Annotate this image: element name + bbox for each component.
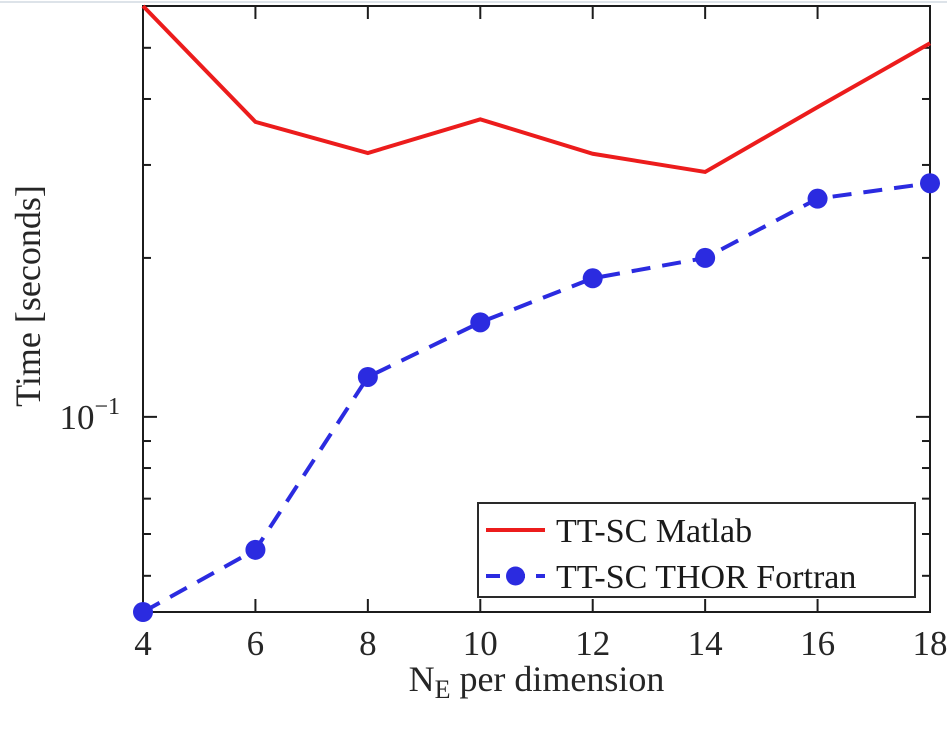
x-axis-tick-label: 12 — [575, 624, 610, 663]
plot-frame — [142, 5, 931, 613]
x-axis-tick-label: 6 — [247, 624, 265, 663]
data-point-marker — [133, 602, 153, 622]
window-top-edge — [0, 1, 947, 3]
x-axis-tick-label: 4 — [134, 624, 152, 663]
data-point-marker — [582, 268, 603, 289]
data-point-marker — [245, 539, 266, 560]
x-axis-label: NE per dimension — [409, 659, 665, 704]
x-axis-tick-label: 16 — [800, 624, 835, 663]
y-axis-tick-label: 10−1 — [59, 394, 120, 437]
series-line-tt-sc-thor-fortran — [142, 181, 931, 614]
legend-label-tt-sc-matlab: TT-SC Matlab — [556, 513, 752, 550]
data-point-marker — [807, 188, 828, 209]
y-axis-label: Time [seconds] — [8, 185, 48, 407]
x-axis-tick-label: 8 — [359, 624, 377, 663]
data-point-marker — [357, 366, 378, 387]
data-point-marker — [470, 312, 491, 333]
legend-box — [477, 502, 916, 598]
x-axis-tick-label: 18 — [913, 624, 947, 663]
legend-sample-marker — [506, 566, 525, 586]
x-axis-tick-label: 14 — [688, 624, 723, 663]
legend-label-tt-sc-thor-fortran: TT-SC THOR Fortran — [556, 559, 856, 596]
data-point-marker — [695, 247, 716, 268]
data-point-marker — [920, 173, 940, 194]
x-axis-tick-label: 10 — [463, 624, 498, 663]
series-line-tt-sc-matlab — [141, 4, 931, 175]
